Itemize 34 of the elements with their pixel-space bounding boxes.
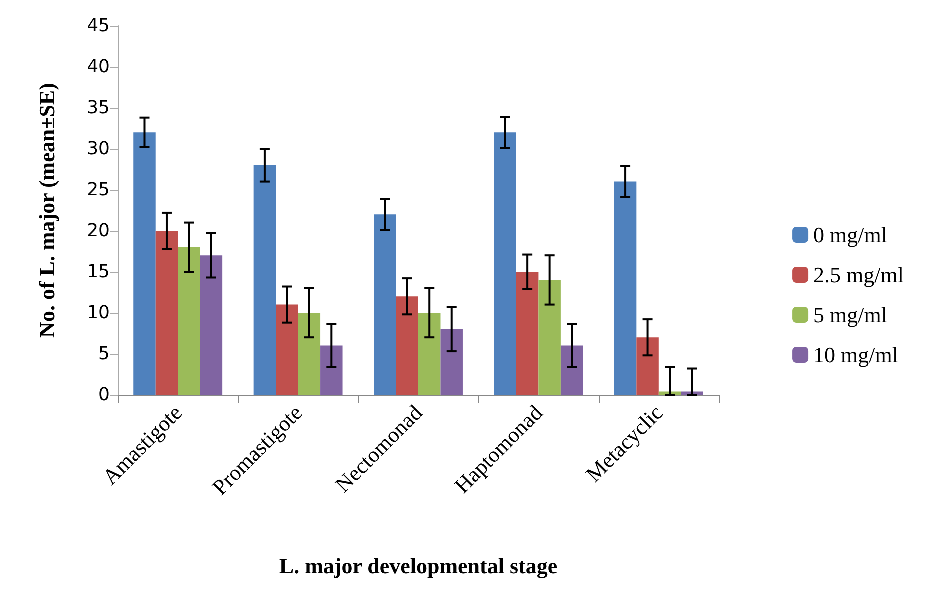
bar bbox=[200, 256, 223, 395]
legend-label: 2.5 mg/ml bbox=[814, 262, 904, 288]
y-tick-label: 40 bbox=[87, 56, 110, 78]
x-axis-title: L. major developmental stage bbox=[279, 554, 558, 578]
bar bbox=[374, 214, 396, 395]
y-tick-label: 30 bbox=[87, 138, 110, 160]
bar bbox=[516, 272, 539, 395]
y-tick-label: 45 bbox=[87, 16, 110, 36]
bar bbox=[156, 231, 178, 395]
bar bbox=[298, 313, 321, 395]
bar bbox=[276, 304, 298, 395]
bar bbox=[396, 296, 418, 395]
bar bbox=[560, 346, 584, 395]
y-tick-label: 35 bbox=[87, 98, 110, 118]
y-tick-label: 15 bbox=[87, 262, 110, 282]
legend-label: 5 mg/ml bbox=[814, 302, 888, 328]
bar bbox=[320, 346, 343, 395]
bar bbox=[418, 313, 441, 395]
bar bbox=[254, 165, 276, 395]
legend-label: 10 mg/ml bbox=[814, 342, 899, 368]
bar bbox=[134, 132, 156, 395]
legend-label: 0 mg/ml bbox=[814, 222, 888, 248]
y-tick-label: 20 bbox=[87, 220, 110, 242]
bar bbox=[440, 329, 463, 395]
y-tick-label: 25 bbox=[87, 180, 110, 200]
y-tick-label: 0 bbox=[98, 384, 110, 406]
y-axis-title: No. of L. major (mean±SE) bbox=[34, 83, 60, 338]
bar bbox=[494, 132, 516, 395]
y-tick-label: 10 bbox=[87, 302, 110, 324]
bar bbox=[538, 280, 561, 395]
bar bbox=[614, 182, 637, 395]
y-tick-label: 5 bbox=[98, 344, 110, 364]
bar bbox=[636, 338, 659, 395]
bar bbox=[178, 247, 200, 395]
